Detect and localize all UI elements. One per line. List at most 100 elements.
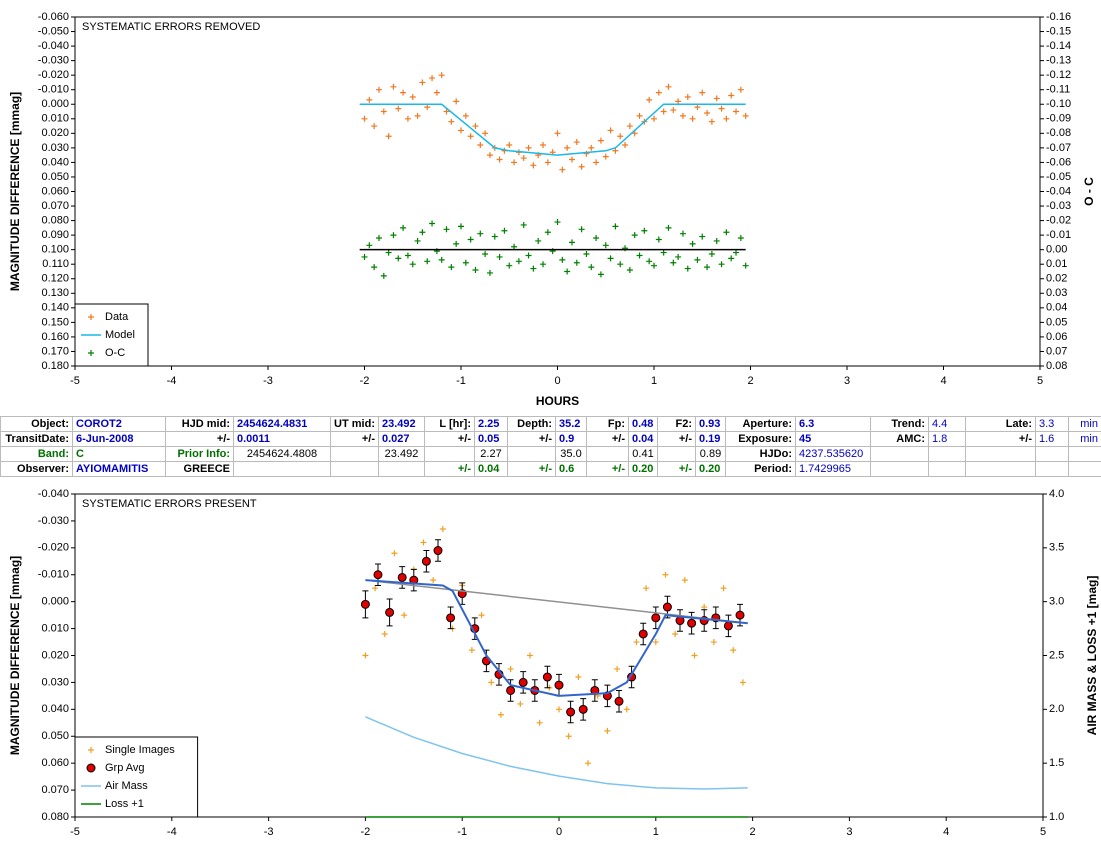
- y2-tick-label: -0.13: [1046, 55, 1071, 67]
- table-cell: 2454624.4808: [233, 446, 331, 462]
- y2-tick-label: -0.01: [1046, 229, 1071, 241]
- data-point: [737, 86, 744, 93]
- data-point: [385, 249, 392, 256]
- data-point: [395, 255, 402, 262]
- table-cell: [1035, 446, 1069, 462]
- data-point: [380, 272, 387, 279]
- group-average: [651, 613, 661, 623]
- data-point: [742, 112, 749, 119]
- data-point: [631, 232, 638, 239]
- table-cell: [928, 461, 966, 477]
- group-average: [614, 696, 624, 706]
- y-tick-label: 0.010: [41, 113, 69, 125]
- table-cell: 6.3: [795, 416, 871, 432]
- data-point: [420, 539, 427, 546]
- data-point: [395, 105, 402, 112]
- table-cell: [330, 461, 379, 477]
- data-point: [559, 166, 566, 173]
- group-average: [578, 704, 588, 714]
- data-point: [478, 612, 485, 619]
- y2-tick-label: 0.04: [1046, 302, 1067, 314]
- table-cell: +/-: [507, 431, 556, 447]
- data-point: [684, 93, 691, 100]
- y2-tick-label: -0.12: [1046, 69, 1071, 81]
- x-tick-label: 1: [651, 375, 657, 387]
- data-point: [540, 261, 547, 268]
- y2-tick-label: 0.07: [1046, 345, 1067, 357]
- data-point: [409, 93, 416, 100]
- x-tick-label: 0: [554, 375, 560, 387]
- y-tick-label: 0.080: [41, 811, 69, 823]
- y-tick-label: 0.050: [41, 730, 69, 742]
- group-average: [518, 677, 528, 687]
- x-tick-label: -4: [167, 826, 177, 838]
- data-point: [623, 706, 630, 713]
- table-cell: 0.9: [555, 431, 587, 447]
- data-point: [583, 251, 590, 258]
- table-cell: 2454624.4831: [233, 416, 331, 432]
- table-cell: Prior Info:: [165, 446, 234, 462]
- group-average: [385, 607, 395, 617]
- data-point: [453, 98, 460, 105]
- y2-tick-label: -0.07: [1046, 142, 1071, 154]
- group-average: [373, 570, 383, 580]
- data-point: [443, 226, 450, 233]
- data-point: [622, 141, 629, 148]
- data-point: [612, 147, 619, 154]
- table-cell: +/-: [424, 431, 475, 447]
- y-tick-label: 0.150: [41, 316, 69, 328]
- data-point: [554, 130, 561, 137]
- y-tick-label: 0.140: [41, 302, 69, 314]
- data-point: [583, 150, 590, 157]
- data-point: [633, 639, 640, 646]
- data-point: [520, 155, 527, 162]
- group-average: [421, 556, 431, 566]
- y-tick-label: 0.020: [41, 127, 69, 139]
- table-cell: 0.0011: [233, 431, 331, 447]
- data-point: [607, 127, 614, 134]
- table-cell: [657, 446, 696, 462]
- data-point: [565, 733, 572, 740]
- table-cell: 0.04: [474, 461, 508, 477]
- data-point: [655, 236, 662, 243]
- data-point: [713, 95, 720, 102]
- legend-label: Data: [105, 311, 129, 323]
- data-point: [458, 127, 464, 134]
- data-point: [660, 249, 667, 256]
- data-point: [530, 162, 537, 169]
- y2-tick-label: 1.0: [1049, 811, 1064, 823]
- data-point: [468, 647, 475, 654]
- legend-symbol: [88, 350, 94, 356]
- data-point: [385, 133, 392, 140]
- data-point: [540, 141, 547, 148]
- y-tick-label: 0.180: [41, 360, 69, 372]
- x-tick-label: 3: [846, 826, 852, 838]
- data-point: [362, 652, 369, 659]
- legend-label: Loss +1: [105, 798, 144, 810]
- data-point: [723, 115, 730, 122]
- legend-label: Model: [105, 329, 135, 341]
- data-point: [448, 264, 455, 271]
- x-tick-label: 2: [747, 375, 753, 387]
- table-cell: 45: [795, 431, 871, 447]
- table-cell: +/-: [586, 461, 629, 477]
- parameter-table: Object: COROT2 HJD mid: 2454624.4831 UT mid:…: [0, 416, 1101, 477]
- table-cell: [233, 461, 331, 477]
- data-point: [626, 123, 633, 130]
- table-cell: [870, 446, 929, 462]
- data-point: [438, 256, 445, 263]
- data-point: [419, 79, 426, 86]
- y2-axis-title: AIR MASS & LOSS +1 [mag]: [1085, 576, 1099, 736]
- data-point: [652, 639, 659, 646]
- group-average: [360, 599, 370, 609]
- y-tick-label: 0.040: [41, 156, 69, 168]
- data-point: [665, 83, 672, 90]
- table-cell: 35.2: [555, 416, 587, 432]
- table-cell: +/-: [165, 431, 234, 447]
- table-cell: min: [1068, 431, 1101, 447]
- y-tick-label: 0.100: [41, 244, 69, 256]
- x-tick-label: -3: [264, 826, 274, 838]
- data-point: [612, 223, 619, 230]
- table-cell: 0.41: [628, 446, 658, 462]
- x-tick-label: 2: [750, 826, 756, 838]
